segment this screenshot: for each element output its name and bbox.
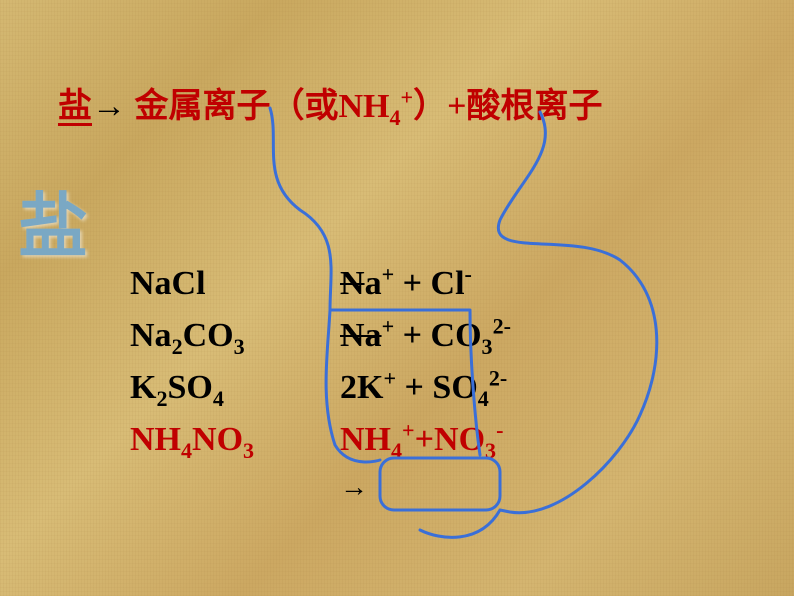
formula-lhs: Na2CO3 <box>130 310 340 362</box>
formula-row-k2so4: K2SO42K+ + SO42- <box>130 362 511 414</box>
title-definition: 盐→ 金属离子（或NH4+）+酸根离子 <box>58 78 754 127</box>
formula-strike: Na <box>340 317 382 354</box>
formula-block: NaClNa+ + Cl- Na2CO3Na+ + CO32- K2SO42K+… <box>130 258 511 466</box>
formula-row-na2co3: Na2CO3Na+ + CO32- <box>130 310 511 362</box>
formula-row-nh4no3: NH4NO3NH4++NO3- <box>130 414 511 466</box>
title-salt-char: 盐 <box>58 88 92 125</box>
big-salt-character: 盐 <box>18 170 88 271</box>
title-sup: + <box>401 85 414 110</box>
title-sub: 4 <box>390 105 401 130</box>
bottom-arrow: → <box>340 472 368 504</box>
title-text-2: ）+酸根离子 <box>413 88 602 125</box>
formula-lhs: K2SO4 <box>130 362 340 414</box>
formula-lhs: NaCl <box>130 258 340 310</box>
formula-row-nacl: NaClNa+ + Cl- <box>130 258 511 310</box>
formula-lhs: NH4NO3 <box>130 414 340 466</box>
title-arrow: → <box>92 88 126 125</box>
formula-strike: N <box>340 265 365 302</box>
title-text-1: 金属离子（或NH <box>126 88 390 125</box>
